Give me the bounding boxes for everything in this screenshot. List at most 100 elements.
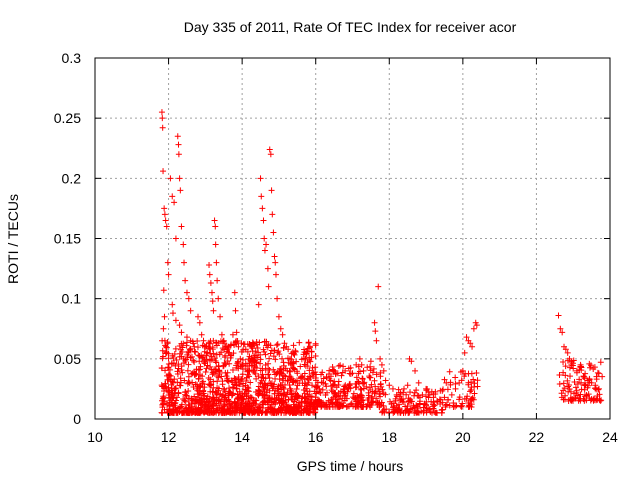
data-point [232, 379, 239, 386]
data-point [169, 395, 176, 402]
data-point [564, 377, 571, 384]
data-point [269, 211, 276, 218]
data-point [261, 348, 268, 355]
data-point [278, 395, 285, 402]
data-point [473, 369, 480, 376]
data-point [160, 325, 167, 332]
data-point [560, 396, 567, 403]
data-point [471, 390, 478, 397]
data-point [306, 400, 313, 407]
data-point [166, 388, 173, 395]
data-point [207, 345, 214, 352]
data-point [296, 380, 303, 387]
data-point [296, 339, 303, 346]
data-point [264, 382, 271, 389]
data-point [207, 409, 214, 416]
data-point [259, 380, 266, 387]
data-point [211, 355, 218, 362]
data-point [179, 409, 186, 416]
data-point [204, 349, 211, 356]
data-point [371, 377, 378, 384]
data-point [239, 356, 246, 363]
data-point [301, 370, 308, 377]
data-point [216, 351, 223, 358]
data-point [264, 344, 271, 351]
data-point [376, 391, 383, 398]
data-point [597, 397, 604, 404]
data-point [597, 359, 604, 366]
data-point [443, 379, 450, 386]
data-point [274, 388, 281, 395]
data-point [181, 397, 188, 404]
data-point [158, 382, 165, 389]
data-point [225, 378, 232, 385]
data-point [456, 379, 463, 386]
data-point [185, 295, 192, 302]
data-point [573, 367, 580, 374]
data-point [202, 358, 209, 365]
data-point [328, 387, 335, 394]
data-point [291, 405, 298, 412]
data-point [178, 329, 185, 336]
data-point [310, 400, 317, 407]
data-point [266, 146, 273, 153]
data-point [271, 390, 278, 397]
data-point [371, 319, 378, 326]
data-point [174, 133, 181, 140]
data-point [304, 391, 311, 398]
data-point [275, 348, 282, 355]
data-point [280, 372, 287, 379]
data-point [211, 217, 218, 224]
data-point [556, 381, 563, 388]
data-point [353, 361, 360, 368]
data-point [266, 394, 273, 401]
data-point [287, 376, 294, 383]
chart-title: Day 335 of 2011, Rate Of TEC Index for r… [184, 19, 517, 35]
data-point [570, 365, 577, 372]
data-point [174, 379, 181, 386]
data-point [255, 383, 262, 390]
data-point [159, 355, 166, 362]
data-point [165, 271, 172, 278]
data-point [372, 328, 379, 335]
data-point [267, 350, 274, 357]
data-point [290, 365, 297, 372]
x-tick-label: 24 [602, 429, 618, 445]
data-point [302, 395, 309, 402]
data-point [244, 384, 251, 391]
data-point [209, 346, 216, 353]
data-point [595, 385, 602, 392]
data-point [165, 364, 172, 371]
data-point [270, 353, 277, 360]
data-point [213, 340, 220, 347]
data-point [229, 367, 236, 374]
data-point [234, 338, 241, 345]
data-point [324, 389, 330, 396]
data-point [183, 339, 190, 346]
data-point [252, 370, 259, 377]
y-tick-label: 0.2 [62, 170, 82, 186]
data-point [347, 385, 354, 392]
data-point [423, 409, 430, 416]
data-point [331, 367, 338, 374]
data-point [168, 385, 175, 392]
data-point [459, 367, 466, 374]
data-point [312, 340, 319, 347]
data-point [212, 357, 219, 364]
data-point [463, 395, 470, 402]
data-point [411, 392, 418, 399]
data-point [468, 386, 475, 393]
data-point [228, 341, 235, 348]
data-point [160, 395, 167, 402]
data-point [354, 378, 361, 385]
data-point [303, 405, 310, 412]
data-point [259, 205, 266, 212]
data-point [474, 383, 481, 390]
data-point [242, 360, 249, 367]
data-point [434, 397, 441, 404]
data-point [182, 357, 189, 364]
data-point [281, 390, 288, 397]
data-point [392, 395, 399, 402]
data-point [196, 319, 203, 326]
